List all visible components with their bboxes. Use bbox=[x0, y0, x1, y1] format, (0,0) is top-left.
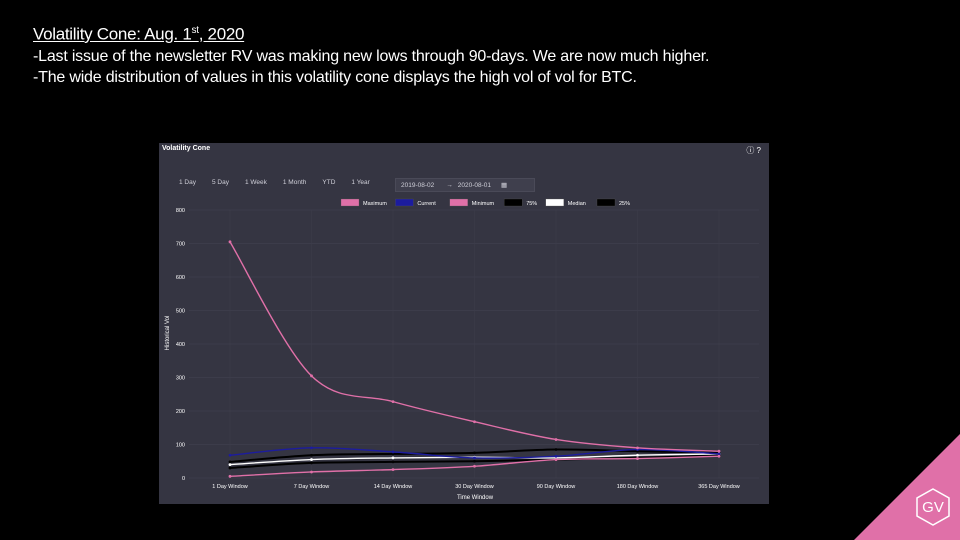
data-point bbox=[228, 466, 232, 470]
data-point bbox=[310, 458, 313, 461]
y-tick-label: 400 bbox=[176, 342, 185, 348]
tab-1-year[interactable]: 1 Year bbox=[351, 179, 370, 186]
x-tick-label: 7 Day Window bbox=[294, 484, 329, 490]
logo-text: GV bbox=[922, 499, 944, 516]
panel-title: Volatility Cone bbox=[162, 145, 211, 152]
legend-label: 75% bbox=[526, 201, 537, 207]
slide-title: Volatility Cone: Aug. 1st, 2020 bbox=[33, 24, 245, 44]
data-point bbox=[636, 457, 639, 460]
data-point bbox=[717, 452, 721, 456]
x-tick-label: 30 Day Window bbox=[455, 484, 494, 490]
data-point bbox=[473, 459, 476, 463]
info-icon[interactable]: ⓘ bbox=[746, 146, 755, 155]
date-range-picker[interactable]: 2019-08-02 → 2020-08-01 ▦ bbox=[395, 178, 535, 192]
data-point bbox=[228, 453, 232, 457]
x-ticks: 1 Day Window 7 Day Window 14 Day Window 30 … bbox=[212, 484, 740, 490]
tab-1-week[interactable]: 1 Week bbox=[244, 179, 267, 186]
x-tick-label: 1 Day Window bbox=[212, 484, 247, 490]
tab-ytd[interactable]: YTD bbox=[322, 179, 336, 186]
data-point bbox=[554, 448, 558, 451]
legend-label: Minimum bbox=[472, 201, 495, 207]
data-point bbox=[717, 449, 721, 453]
data-point bbox=[391, 456, 395, 460]
legend-swatch bbox=[504, 198, 523, 207]
data-point bbox=[228, 474, 232, 478]
date-to[interactable]: 2020-08-01 bbox=[457, 181, 491, 189]
data-point bbox=[310, 446, 313, 450]
data-point bbox=[391, 450, 395, 454]
gv-logo: GV bbox=[854, 434, 960, 540]
volatility-cone-panel: Volatility Cone ⓘ ?︎ 1 Day 5 Day 1 Week … bbox=[159, 143, 769, 504]
y-axis-label: Historical Vol bbox=[165, 316, 171, 351]
legend-label: 25% bbox=[619, 201, 630, 207]
data-point bbox=[228, 463, 232, 466]
tab-5-day[interactable]: 5 Day bbox=[211, 179, 229, 186]
y-tick-label: 800 bbox=[176, 208, 185, 214]
legend-swatch bbox=[395, 198, 414, 207]
legend-label: Current bbox=[417, 201, 436, 207]
volatility-cone-chart: 0 100 200 300 400 500 600 700 800 1 Day Window 7 … bbox=[165, 198, 759, 501]
y-tick-label: 0 bbox=[182, 476, 185, 482]
legend-swatch bbox=[596, 198, 616, 207]
data-point bbox=[391, 400, 395, 404]
data-point bbox=[717, 454, 721, 458]
x-tick-label: 180 Day Window bbox=[617, 484, 659, 490]
y-tick-label: 300 bbox=[176, 376, 185, 382]
legend-swatch bbox=[545, 198, 564, 207]
slide-text: Volatility Cone: Aug. 1st, 2020 -Last is… bbox=[33, 20, 709, 88]
tab-1-day[interactable]: 1 Day bbox=[179, 179, 196, 186]
panel-icons: ⓘ ?︎ bbox=[746, 145, 761, 156]
y-tick-label: 700 bbox=[176, 242, 185, 248]
legend-swatch bbox=[340, 198, 360, 207]
legend-swatch bbox=[449, 198, 468, 207]
grid bbox=[189, 209, 759, 479]
timeframe-tabs: 1 Day 5 Day 1 Week 1 Month YTD 1 Year bbox=[179, 179, 386, 186]
x-axis-label: Time Window bbox=[457, 495, 494, 501]
y-tick-label: 600 bbox=[176, 275, 185, 281]
calendar-icon[interactable]: ▦ bbox=[501, 182, 508, 189]
legend: Maximum Current Minimum 75% Median 25% bbox=[340, 198, 630, 207]
legend-label: Median bbox=[568, 201, 586, 207]
data-point bbox=[310, 461, 313, 465]
x-tick-label: 14 Day Window bbox=[374, 484, 413, 490]
data-point bbox=[310, 453, 313, 457]
bullet-1: -Last issue of the newsletter RV was mak… bbox=[33, 47, 710, 65]
data-point bbox=[391, 452, 395, 456]
data-point bbox=[391, 468, 395, 472]
data-point bbox=[228, 460, 232, 464]
data-point bbox=[554, 454, 558, 458]
data-point bbox=[310, 374, 313, 378]
data-point bbox=[554, 438, 558, 441]
y-tick-label: 200 bbox=[176, 409, 185, 415]
data-point bbox=[473, 464, 476, 468]
data-point bbox=[473, 451, 476, 455]
data-point bbox=[636, 446, 639, 450]
legend-label: Maximum bbox=[363, 201, 387, 207]
y-ticks: 0 100 200 300 400 500 600 700 800 bbox=[176, 208, 185, 482]
data-point bbox=[554, 458, 558, 461]
data-point bbox=[391, 460, 395, 464]
data-point bbox=[228, 240, 232, 244]
data-point bbox=[636, 453, 639, 457]
data-point bbox=[473, 420, 476, 424]
help-icon[interactable]: ?︎ bbox=[756, 146, 761, 155]
y-tick-label: 100 bbox=[176, 443, 185, 449]
x-tick-label: 90 Day Window bbox=[537, 484, 576, 490]
date-separator: → bbox=[446, 181, 453, 189]
series-lines bbox=[228, 240, 721, 478]
data-point bbox=[473, 456, 476, 460]
date-from[interactable]: 2019-08-02 bbox=[401, 181, 435, 189]
data-point bbox=[310, 470, 313, 474]
bullet-2: -The wide distribution of values in this… bbox=[33, 68, 637, 86]
x-tick-label: 365 Day Window bbox=[698, 484, 740, 490]
y-tick-label: 500 bbox=[176, 309, 185, 315]
tab-1-month[interactable]: 1 Month bbox=[282, 179, 307, 186]
